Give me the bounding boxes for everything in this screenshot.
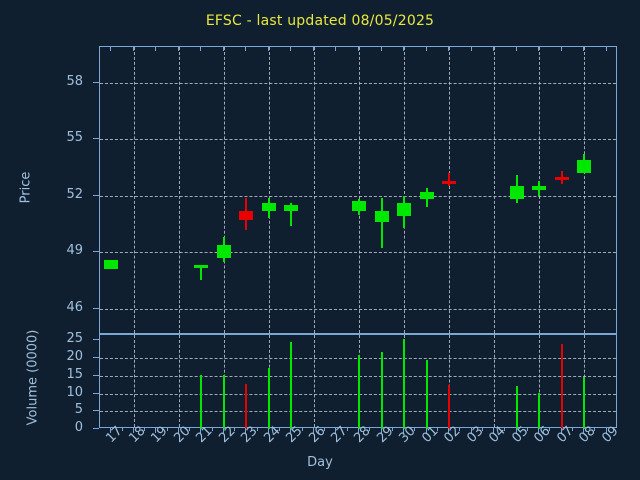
candle-body (397, 203, 412, 217)
day-minor-tick (346, 428, 348, 431)
day-minor-tick (234, 428, 236, 431)
day-tick-mark (110, 428, 112, 433)
day-gridline (359, 47, 360, 333)
candle-body (509, 186, 524, 200)
volume-bar (560, 343, 563, 429)
candle-wick (200, 265, 203, 281)
day-gridline (178, 47, 180, 333)
day-tick-mark (155, 428, 157, 433)
day-gridline (133, 47, 135, 333)
price-gridline (100, 139, 616, 141)
price-tick-label: 46 (66, 299, 83, 315)
day-minor-tick (414, 428, 416, 431)
price-tick-label: 55 (66, 130, 83, 146)
day-minor-tick (504, 428, 506, 431)
volume-bar (267, 368, 270, 429)
candle-wick (448, 173, 451, 187)
day-gridline (494, 47, 496, 333)
volume-bar (358, 355, 360, 429)
volume-bar (515, 386, 518, 429)
day-minor-tick (189, 428, 191, 431)
candle-body (194, 265, 209, 269)
day-gridline (313, 47, 315, 333)
day-tick-mark (132, 428, 134, 433)
volume-bar (538, 393, 541, 429)
candle-body (374, 210, 389, 223)
day-gridline (449, 335, 451, 427)
day-gridline (268, 47, 270, 333)
day-minor-tick (594, 428, 596, 431)
candle-body (239, 210, 254, 221)
candle-body (442, 180, 457, 184)
day-minor-tick (369, 428, 371, 431)
volume-bar (425, 360, 428, 429)
day-minor-tick (166, 428, 168, 431)
price-gridline (100, 252, 616, 254)
volume-tick-mark (93, 428, 99, 429)
day-minor-tick (211, 428, 213, 431)
volume-bar (380, 351, 383, 429)
day-minor-tick (549, 428, 551, 431)
candle-body (352, 201, 366, 211)
price-tick-label: 58 (66, 73, 83, 89)
volume-bar (200, 375, 203, 429)
candle-body (577, 159, 592, 174)
price-gridline (100, 82, 616, 84)
price-gridline (100, 195, 616, 197)
volume-bar (245, 384, 248, 429)
day-gridline (584, 47, 586, 333)
day-minor-tick (391, 428, 393, 431)
price-tick-label: 52 (66, 186, 83, 202)
page-title: EFSC - last updated 08/05/2025 (205, 13, 435, 29)
day-gridline (494, 335, 496, 427)
day-minor-tick (301, 428, 303, 431)
day-minor-tick (436, 428, 438, 431)
candle-wick (380, 197, 383, 249)
day-tick-mark (493, 428, 495, 433)
volume-bar (583, 377, 586, 429)
day-minor-tick (459, 428, 461, 431)
day-gridline (133, 335, 135, 427)
day-gridline (539, 335, 541, 427)
day-minor-tick (144, 428, 146, 431)
day-minor-tick (324, 428, 326, 431)
volume-bar (448, 385, 451, 429)
candle-body (554, 176, 569, 180)
candle-body (104, 259, 119, 270)
volume-axis-title: Volume (0000) (25, 329, 41, 426)
day-tick-mark (312, 428, 314, 433)
candle-body (261, 203, 276, 211)
candle-body (532, 186, 547, 191)
day-tick-mark (605, 428, 607, 433)
day-gridline (449, 47, 451, 333)
volume-bar (222, 374, 225, 429)
volume-bar (290, 342, 293, 429)
day-minor-tick (526, 428, 528, 431)
day-minor-tick (256, 428, 258, 431)
volume-panel (99, 334, 617, 429)
candle-wick (290, 203, 293, 226)
candle-body (419, 191, 434, 200)
price-tick-label: 49 (66, 243, 83, 259)
price-gridline (100, 308, 616, 310)
day-minor-tick (481, 428, 483, 431)
day-axis-title: Day (307, 455, 333, 470)
candle-body (216, 244, 231, 258)
candle-body (284, 205, 299, 211)
day-gridline (404, 47, 406, 333)
day-minor-tick (279, 428, 281, 431)
day-minor-tick (571, 428, 573, 431)
price-axis-title: Price (18, 171, 34, 204)
day-minor-tick (121, 428, 123, 431)
day-tick-mark (470, 428, 472, 433)
day-tick-mark (177, 428, 179, 433)
day-gridline (223, 47, 225, 333)
volume-bar (403, 339, 406, 429)
day-gridline (313, 335, 315, 427)
day-tick-mark (335, 428, 337, 433)
day-gridline (178, 335, 180, 427)
price-panel (99, 46, 617, 334)
